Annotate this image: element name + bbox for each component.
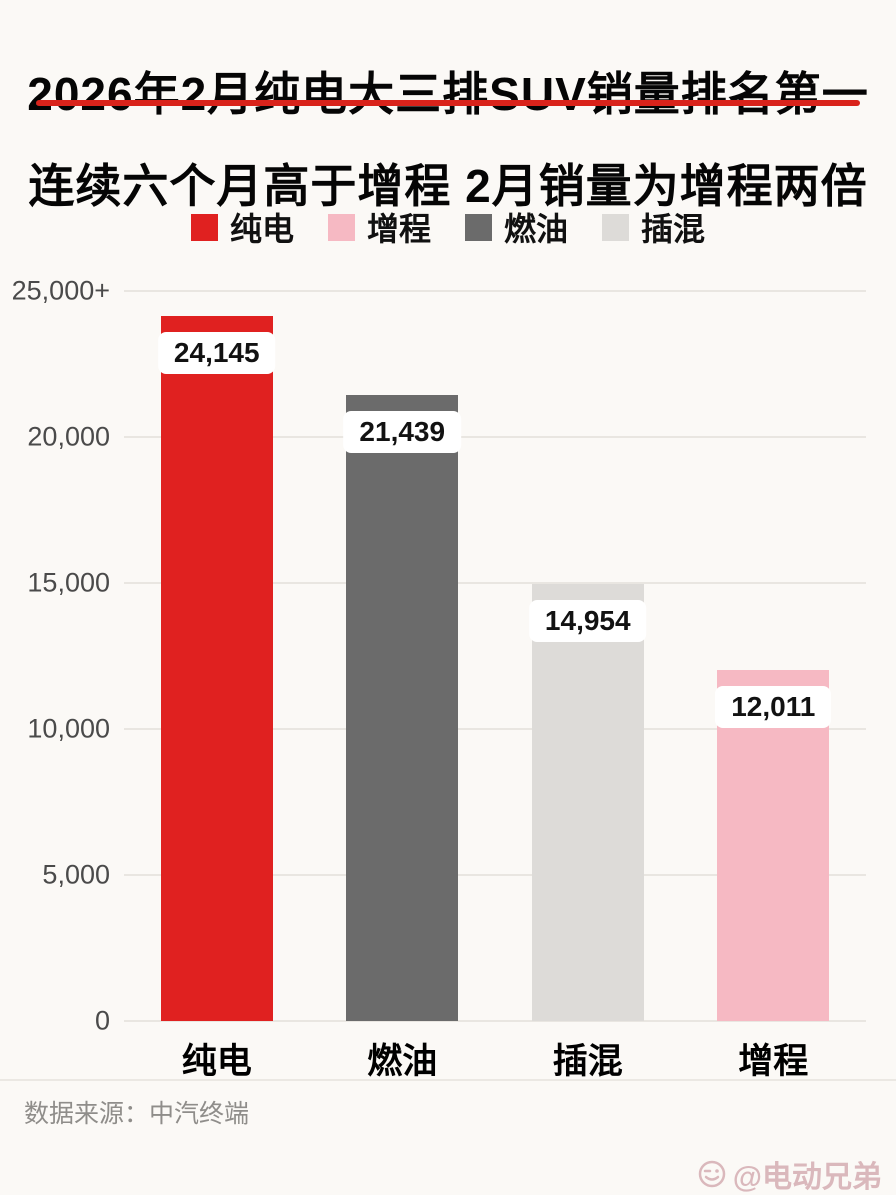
gridline	[124, 728, 866, 730]
watermark-text: @电动兄弟	[732, 1161, 882, 1194]
legend-swatch	[465, 213, 492, 241]
gridline	[124, 874, 866, 876]
title-underline	[36, 100, 860, 106]
chart-legend: 纯电 增程 燃油 插混	[0, 204, 896, 250]
bar-纯电: 24,145	[157, 315, 276, 1021]
legend-item-2: 燃油	[465, 204, 568, 250]
legend-item-0: 纯电	[190, 204, 294, 250]
bar-value-label: 21,439	[343, 410, 462, 453]
bar-slot: 21,439	[310, 291, 496, 1021]
gridline	[124, 290, 866, 292]
data-source: 数据来源：中汽终端	[24, 1100, 250, 1128]
legend-swatch	[327, 213, 355, 241]
gridline	[124, 436, 866, 438]
legend-label: 燃油	[504, 211, 569, 247]
y-axis: 0 5,000 10,000 15,000 20,000 25,000+	[0, 276, 110, 1036]
x-axis: 纯电 燃油 插混 增程	[124, 1033, 866, 1084]
gridline	[124, 1020, 866, 1022]
x-axis-label-插混: 插混	[552, 1042, 623, 1081]
bar-chart: 0 5,000 10,000 15,000 20,000 25,000+ 24,145 21…	[0, 276, 896, 1036]
legend-swatch	[190, 213, 218, 241]
bar-value-label: 14,954	[528, 600, 647, 643]
bar-slot: 24,145	[124, 291, 310, 1021]
title-line-1: 2026年2月纯电大三排SUV销量排名第一	[27, 67, 869, 120]
legend-swatch	[602, 213, 630, 241]
watermark: @电动兄弟	[698, 1152, 882, 1195]
winking-face-icon	[698, 1160, 726, 1188]
legend-label: 插混	[641, 211, 706, 247]
gridlines	[124, 290, 866, 1022]
legend-label: 增程	[366, 211, 431, 247]
y-tick-label: 15,000	[27, 567, 110, 598]
x-axis-label-增程: 增程	[738, 1042, 809, 1081]
bar-slot: 14,954	[495, 291, 681, 1021]
title-line-2: 连续六个月高于增程 2月销量为增程两倍	[28, 159, 868, 212]
bar-value-label: 24,145	[157, 331, 276, 374]
legend-label: 纯电	[229, 211, 294, 247]
y-tick-label: 20,000	[27, 421, 110, 452]
x-axis-label-纯电: 纯电	[181, 1042, 252, 1081]
bar-插混: 14,954	[528, 584, 647, 1021]
gridline	[124, 582, 866, 584]
bar-value-label: 12,011	[715, 686, 832, 729]
bar-slot: 12,011	[681, 291, 867, 1021]
legend-item-3: 插混	[602, 204, 705, 250]
y-tick-label: 10,000	[27, 713, 110, 744]
legend-item-1: 增程	[327, 204, 431, 250]
bar-增程: 12,011	[715, 670, 832, 1021]
x-axis-label-燃油: 燃油	[367, 1042, 438, 1081]
y-tick-label: 25,000+	[11, 275, 110, 306]
y-tick-label: 0	[94, 1005, 110, 1036]
plot-area: 24,145 21,439 14,954 12,011	[124, 291, 866, 1021]
bar-燃油: 21,439	[343, 394, 462, 1021]
footer-divider	[0, 1079, 896, 1081]
y-tick-label: 5,000	[42, 859, 110, 890]
